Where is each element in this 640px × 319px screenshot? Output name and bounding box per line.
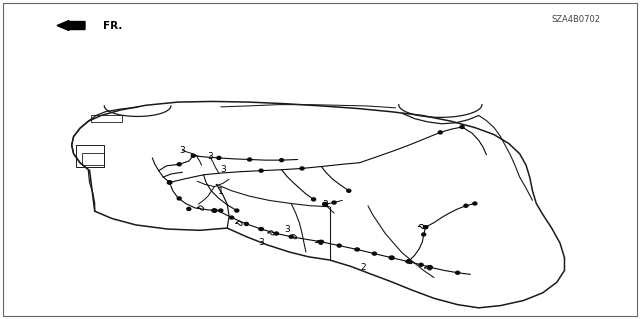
Text: 3: 3 [180, 146, 185, 155]
Ellipse shape [323, 203, 328, 206]
Text: 3: 3 [220, 165, 225, 174]
Ellipse shape [347, 189, 351, 192]
Text: 1: 1 [218, 187, 223, 196]
Ellipse shape [167, 181, 172, 184]
Ellipse shape [332, 201, 336, 204]
Ellipse shape [456, 271, 460, 274]
Ellipse shape [259, 227, 264, 231]
Ellipse shape [428, 266, 433, 269]
Text: 2: 2 [361, 263, 366, 272]
Ellipse shape [423, 226, 428, 229]
Ellipse shape [337, 244, 341, 247]
Bar [91, 115, 122, 122]
Ellipse shape [319, 240, 324, 243]
Ellipse shape [372, 252, 376, 255]
Ellipse shape [230, 216, 234, 219]
Ellipse shape [212, 209, 217, 212]
Ellipse shape [275, 232, 278, 235]
Ellipse shape [438, 131, 442, 134]
Ellipse shape [217, 156, 221, 160]
Ellipse shape [406, 260, 410, 263]
Ellipse shape [244, 222, 248, 226]
Bar [76, 145, 104, 167]
Ellipse shape [422, 233, 426, 236]
Text: 3: 3 [323, 200, 328, 209]
Ellipse shape [187, 207, 191, 211]
Ellipse shape [460, 125, 464, 129]
Text: 3: 3 [284, 225, 289, 234]
Ellipse shape [464, 204, 468, 207]
Ellipse shape [312, 198, 316, 201]
Ellipse shape [248, 158, 252, 161]
Ellipse shape [289, 235, 293, 238]
Text: 3: 3 [207, 152, 212, 161]
Text: 3: 3 [259, 238, 264, 247]
Bar [82, 153, 104, 165]
Ellipse shape [300, 167, 304, 170]
Ellipse shape [177, 197, 181, 200]
Ellipse shape [235, 209, 239, 212]
Ellipse shape [355, 248, 360, 251]
Ellipse shape [259, 169, 263, 172]
Ellipse shape [177, 163, 181, 166]
Ellipse shape [389, 256, 394, 259]
Ellipse shape [191, 154, 195, 157]
Text: SZA4B0702: SZA4B0702 [552, 15, 600, 24]
Ellipse shape [419, 263, 423, 266]
Ellipse shape [219, 209, 223, 212]
Ellipse shape [280, 159, 284, 162]
FancyArrow shape [57, 20, 85, 31]
Text: FR.: FR. [103, 20, 122, 31]
Ellipse shape [473, 202, 477, 205]
